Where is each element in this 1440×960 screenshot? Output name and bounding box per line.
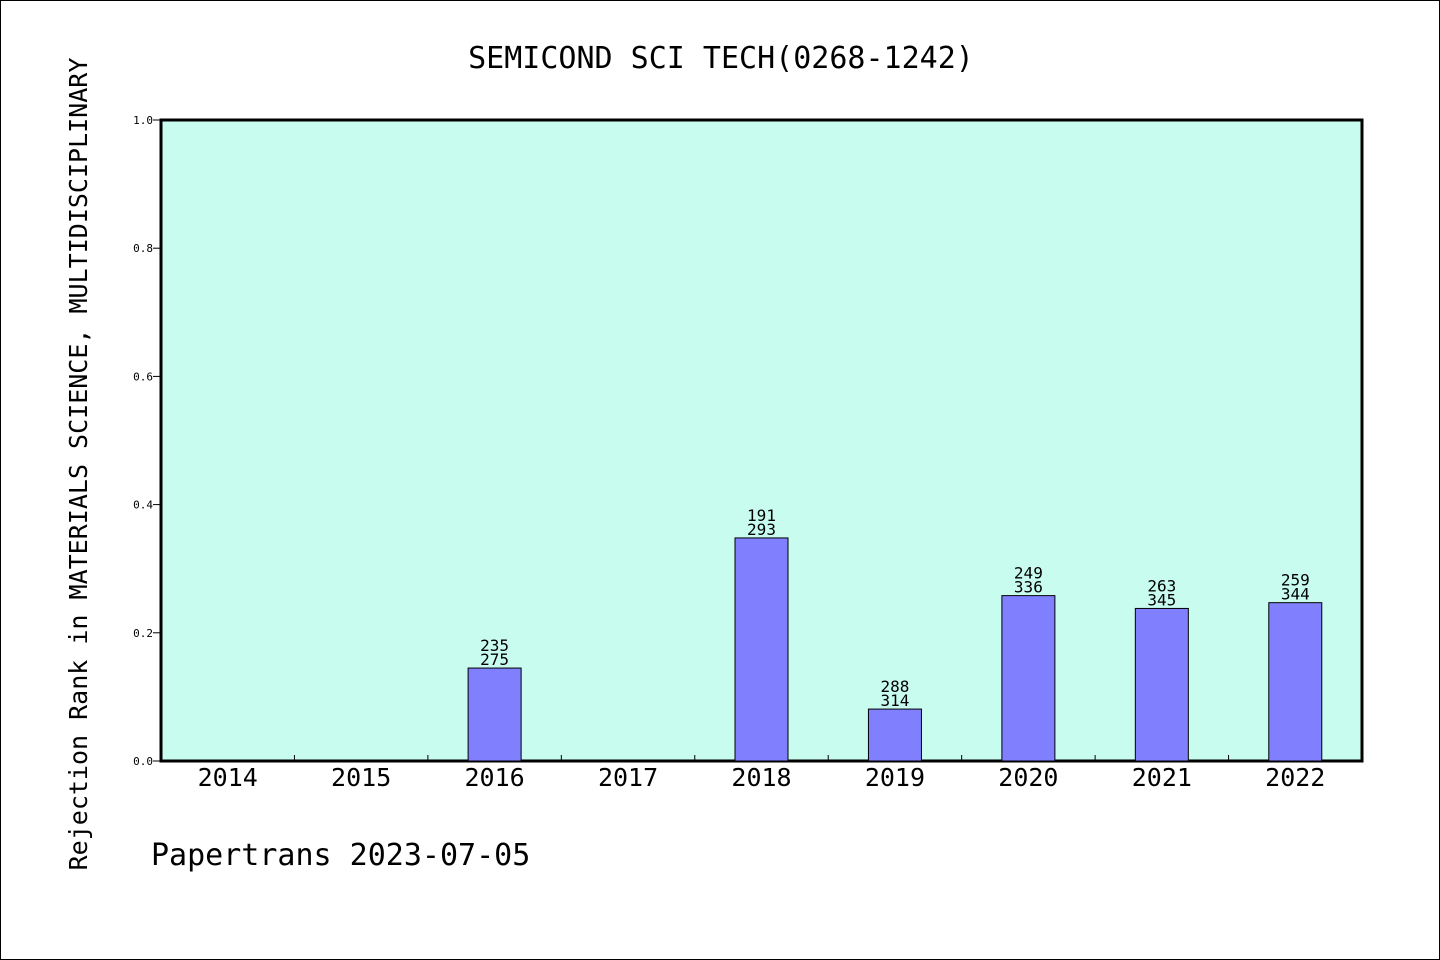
bar [1001,595,1056,762]
bar-label-bottom: 314 [880,691,909,710]
bar [467,667,522,762]
bar-label-top: 259 [1281,571,1310,590]
bar-label-bottom: 275 [480,650,509,669]
bar [867,708,922,762]
y-tick-label: 0.4 [133,499,153,512]
x-tick-label: 2022 [1265,763,1325,792]
bar-label-bottom: 336 [1014,578,1043,597]
y-tick-label: 0.0 [133,755,153,768]
y-tick-label: 1.0 [133,114,153,127]
y-axis-label: Rejection Rank in MATERIALS SCIENCE, MUL… [64,58,93,871]
bar [734,537,789,762]
x-tick-label: 2017 [598,763,658,792]
x-tick-label: 2014 [198,763,258,792]
x-tick-label: 2020 [998,763,1058,792]
bar-label-top: 263 [1147,576,1176,595]
chart-title: SEMICOND SCI TECH(0268-1242) [468,41,974,76]
bar-label-bottom: 293 [747,520,776,539]
bar-label-bottom: 345 [1147,590,1176,609]
bar-label-top: 288 [880,677,909,696]
bar-label-top: 191 [747,506,776,525]
bar [1134,607,1189,762]
bar-label-bottom: 344 [1281,585,1310,604]
y-tick-label: 0.6 [133,370,153,383]
x-tick-label: 2019 [865,763,925,792]
y-tick-label: 0.2 [133,627,153,640]
bar-label-top: 249 [1014,564,1043,583]
bar [1268,602,1323,762]
x-tick-label: 2021 [1132,763,1192,792]
x-tick-label: 2015 [331,763,391,792]
x-tick-label: 2018 [731,763,791,792]
y-tick-label: 0.8 [133,242,153,255]
y-ticks: 0.0 0.2 0.4 0.6 0.8 1.0 [133,114,161,768]
bar-label-top: 235 [480,636,509,655]
x-ticks: 2014 2015 2016 2017 2018 2019 2020 2021 2022 [198,755,1325,792]
footer-text: Papertrans 2023-07-05 [151,838,530,873]
x-tick-label: 2016 [465,763,525,792]
